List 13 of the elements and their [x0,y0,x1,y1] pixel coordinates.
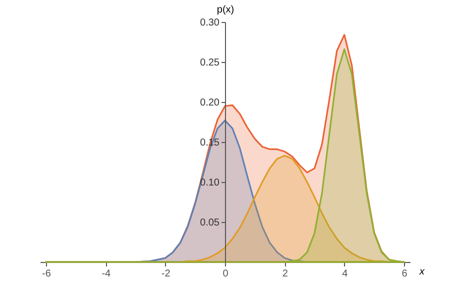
x-axis-title: x [418,266,426,278]
y-tick-label: 0.20 [200,98,220,108]
y-axis-title: p(x) [216,4,234,16]
y-tick-label: 0.05 [200,218,220,228]
x-tick-label: -6 [42,268,52,280]
x-tick-label: -2 [161,268,171,280]
x-tick-label: 0 [222,268,229,280]
x-tick-label: 2 [282,268,288,280]
x-tick-label: 4 [342,268,348,280]
x-tick-label: -4 [102,268,112,280]
y-tick-label: 0.30 [200,18,220,28]
y-tick-label: 0.25 [200,58,220,68]
x-tick-label: 6 [402,268,408,280]
